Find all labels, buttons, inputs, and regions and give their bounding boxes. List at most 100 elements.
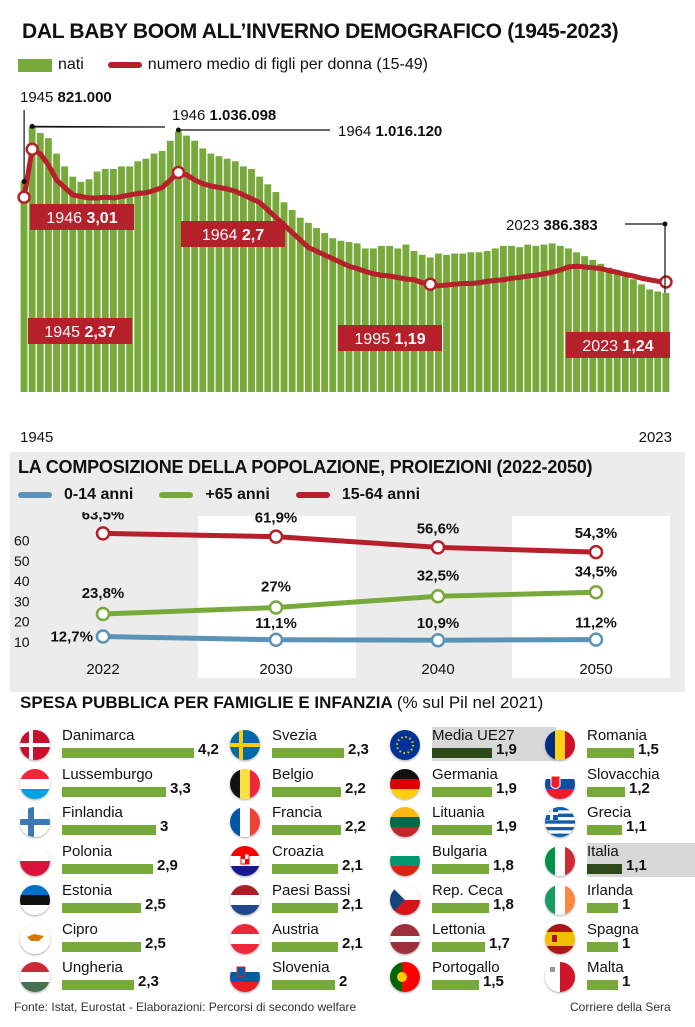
births-bar (589, 259, 597, 392)
births-bar (36, 133, 44, 392)
spending-value: 2 (339, 973, 348, 991)
country-name: Grecia (587, 804, 632, 822)
flag-portugal-icon (390, 962, 420, 993)
spending-bar (587, 825, 622, 836)
country-row: Danimarca 4,2 (20, 727, 219, 763)
births-bar (272, 192, 280, 392)
series-value-label: 54,3% (575, 525, 618, 542)
births-bar (199, 148, 207, 392)
births-bar (109, 168, 117, 392)
series-value-label: 27% (261, 579, 291, 596)
spending-value: 3,3 (170, 779, 191, 797)
flag-poland-icon (20, 846, 50, 877)
births-bar (28, 126, 36, 392)
births-leader-line (177, 129, 330, 132)
spending-bar (587, 864, 622, 875)
series-value-label: 12,7% (50, 629, 93, 646)
births-bar (69, 176, 77, 392)
y-tick-label: 10 (14, 634, 30, 650)
births-bar (183, 135, 190, 392)
births-bar (434, 253, 442, 392)
country-row: Finlandia 3 (20, 804, 185, 840)
spending-bar (587, 748, 634, 758)
births-bar (150, 153, 158, 392)
legend-label: +65 anni (205, 486, 270, 503)
country-row: Ungheria 2,3 (20, 959, 185, 995)
fertility-label-2023: 2023 1,24 (566, 332, 670, 358)
legend-item--65-anni: +65 anni (159, 486, 270, 504)
series-point (588, 632, 604, 647)
country-name: Lussemburgo (62, 765, 153, 783)
spending-value: 2,1 (342, 895, 363, 913)
country-name: Lituania (432, 804, 485, 822)
series-value-label: 10,9% (417, 615, 460, 632)
spending-bar (272, 902, 338, 913)
country-name: Germania (432, 765, 498, 783)
series-point (430, 589, 446, 604)
spending-bar (62, 864, 153, 875)
births-bar (499, 245, 507, 392)
country-row: Italia 1,1 (545, 843, 695, 879)
country-name: Bulgaria (432, 843, 488, 861)
spending-value: 1,1 (626, 857, 647, 875)
spending-value: 1,9 (496, 741, 517, 758)
births-bar (394, 248, 402, 392)
spending-title-note: (% sul Pil nel 2021) (396, 693, 544, 712)
births-bar (174, 131, 182, 392)
births-bar (337, 240, 345, 392)
births-bar (288, 209, 296, 392)
country-row: Francia 2,2 (230, 804, 395, 840)
births-bar (321, 233, 329, 392)
spending-value: 2,5 (145, 934, 166, 952)
country-name: Slovenia (272, 959, 330, 977)
x-axis-end-label: 2023 (639, 429, 672, 446)
births-label-2023: 2023 386.383 (506, 217, 598, 234)
births-bar (239, 166, 247, 392)
spending-value: 1,7 (489, 934, 510, 952)
country-name: Danimarca (62, 727, 135, 744)
spending-value: 1,5 (638, 741, 659, 758)
country-name: Spagna (587, 920, 639, 938)
births-bar (361, 248, 369, 392)
legend-label-nati: nati (58, 56, 84, 73)
svg-text:1964 2,7: 1964 2,7 (202, 227, 264, 244)
births-label-1964: 1964 1.016.120 (338, 123, 442, 140)
spending-bar (587, 941, 618, 952)
spending-value: 2,1 (342, 857, 363, 875)
spending-value: 1 (622, 973, 631, 991)
births-bar (508, 245, 515, 392)
country-row: Romania 1,5 (545, 727, 695, 763)
country-row: Belgio 2,2 (230, 766, 395, 802)
country-name: Paesi Bassi (272, 881, 351, 899)
births-bar (369, 248, 377, 392)
spending-bar (62, 786, 166, 797)
flag-spain-icon (545, 923, 575, 954)
flag-greece-icon (545, 807, 575, 838)
spending-value: 1,8 (493, 857, 514, 875)
population-title: LA COMPOSIZIONE DELLA POPOLAZIONE, PROIE… (18, 457, 593, 477)
births-bar (386, 245, 394, 392)
spending-value: 2,2 (345, 818, 366, 836)
series-point (95, 526, 111, 541)
country-name: Austria (272, 920, 319, 938)
births-bar (44, 138, 52, 392)
fertility-label-1964: 1964 2,7 (181, 221, 285, 247)
country-row: Irlanda 1 (545, 882, 695, 918)
births-bar (215, 156, 223, 392)
fertility-point (171, 165, 186, 180)
country-name: Cipro (62, 920, 98, 938)
publisher-credit: Corriere della Sera (570, 1000, 671, 1014)
y-tick-label: 60 (14, 533, 30, 549)
spending-bar (272, 941, 338, 952)
legend-swatch (159, 492, 194, 498)
flag-ireland-icon (545, 884, 575, 915)
births-label-1946: 1946 1.036.098 (172, 107, 276, 124)
births-bar (264, 184, 272, 392)
svg-text:1995 1,19: 1995 1,19 (354, 331, 425, 348)
births-bar (378, 245, 385, 392)
births-bar (613, 270, 621, 392)
country-name: Romania (587, 727, 648, 744)
spending-value: 1,8 (493, 895, 514, 913)
legend-label: 15-64 anni (341, 486, 421, 503)
country-row: Malta 1 (545, 959, 695, 995)
